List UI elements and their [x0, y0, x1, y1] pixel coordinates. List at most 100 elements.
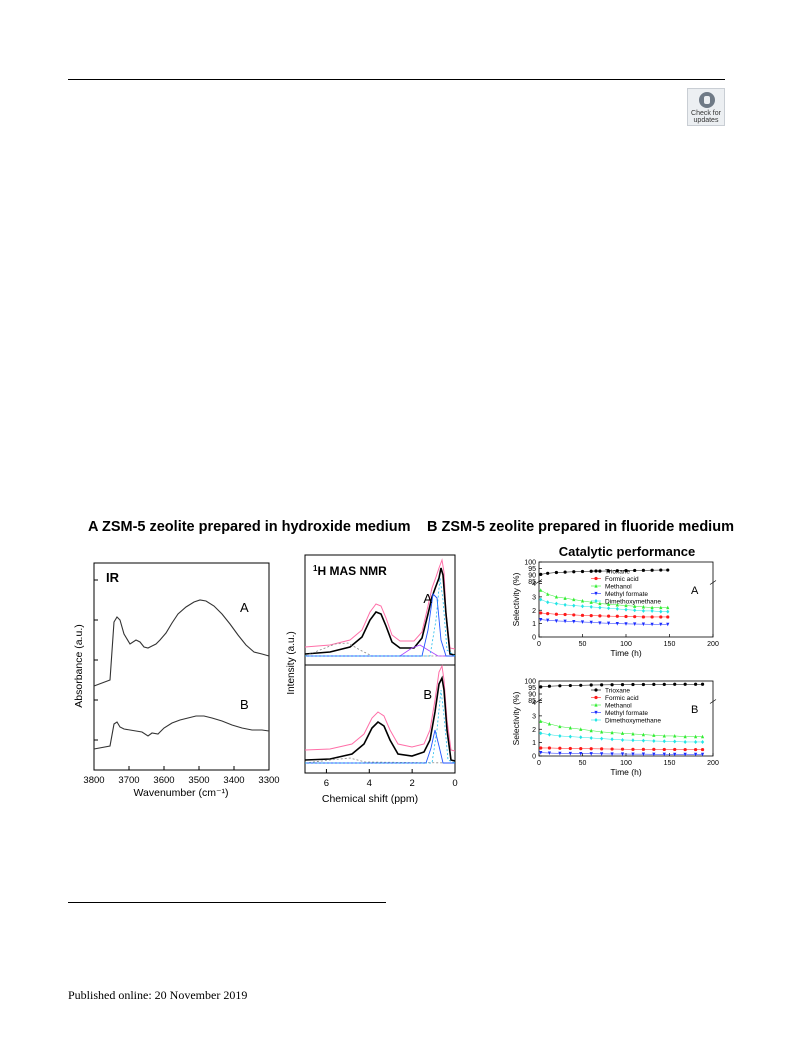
catalytic-point [589, 728, 593, 733]
catalytic-x-axis-label: Time (h) [610, 648, 641, 658]
catalytic-point [694, 739, 698, 744]
catalytic-point [589, 735, 593, 740]
catalytic-point [615, 614, 619, 618]
catalytic-point [607, 606, 611, 611]
catalytic-point [580, 604, 585, 609]
ir-x-tick-label: 3300 [258, 775, 279, 786]
catalytic-point [607, 614, 611, 618]
legend-swatch-marker [594, 710, 598, 715]
catalytic-point [620, 683, 625, 687]
catalytic-point [615, 606, 619, 611]
catalytic-point [589, 752, 593, 756]
catalytic-point [666, 605, 670, 610]
ir-x-tick-label: 3400 [223, 775, 244, 786]
check-for-updates-badge[interactable]: Check for updates [687, 88, 725, 126]
catalytic-point [539, 611, 543, 615]
catalytic-point [659, 615, 663, 619]
catalytic-point [563, 596, 567, 600]
catalytic-point [546, 592, 550, 596]
catalytic-point [607, 602, 611, 606]
catalytic-point [659, 622, 663, 627]
catalytic-series-line [540, 684, 703, 688]
catalytic-point [607, 621, 611, 626]
catalytic-point [568, 683, 572, 688]
catalytic-point [673, 733, 677, 738]
catalytic-point [694, 682, 698, 686]
catalytic-point [580, 569, 585, 574]
catalytic-point [579, 683, 583, 687]
catalytic-point [580, 620, 585, 625]
catalytic-point [641, 682, 646, 687]
legend-entry: Trioxane [605, 568, 630, 575]
catalytic-y-tick-label: 4 [532, 700, 536, 707]
catalytic-y-tick-label: 95 [528, 566, 536, 573]
legend-entry: Methanol [605, 583, 632, 590]
nmr-x-tick-label: 4 [367, 778, 372, 789]
catalytic-point [563, 570, 567, 574]
catalytic-point [580, 613, 585, 617]
legend-swatch-marker [594, 591, 598, 596]
catalytic-point [641, 738, 645, 743]
catalytic-point [554, 619, 558, 623]
legend-swatch-marker [594, 584, 598, 588]
catalytic-point [554, 612, 559, 616]
ir-x-tick-label: 3600 [153, 775, 174, 786]
catalytic-point [598, 621, 602, 625]
catalytic-point [652, 739, 656, 744]
catalytic-point [659, 568, 663, 572]
legend-entry: Dimethoxymethane [605, 717, 661, 724]
ir-x-tick-label: 3800 [83, 775, 104, 786]
ir-panel: IR A B 3800 3700 3600 3500 3400 3300 Wavenumb… [73, 562, 280, 799]
catalytic-point [598, 601, 602, 606]
catalytic-point [539, 618, 543, 622]
nmr-b-label: B [423, 687, 432, 702]
legend-entry: Formic acid [605, 576, 639, 583]
nmr-b-envelope [304, 664, 456, 752]
catalytic-point [600, 736, 604, 741]
catalytic-point [641, 747, 646, 751]
catalytic-x-tick-label: 100 [620, 641, 632, 648]
catalytic-point [700, 752, 705, 757]
catalytic-point [633, 604, 637, 608]
catalytic-x-tick-label: 200 [707, 641, 719, 648]
legend-swatch-marker [594, 718, 598, 722]
ir-curve-b [93, 715, 270, 750]
catalytic-point [641, 568, 646, 572]
catalytic-point [641, 622, 645, 627]
catalytic-point [589, 747, 593, 751]
nmr-ticks: 6 4 2 0 [324, 769, 458, 789]
catalytic-title: Catalytic performance [559, 544, 696, 559]
catalytic-point [558, 724, 562, 729]
catalytic-point [659, 605, 663, 610]
catalytic-point [539, 572, 543, 576]
catalytic-frame-a [538, 561, 714, 638]
catalytic-point [610, 730, 614, 735]
catalytic-point [547, 751, 552, 756]
nmr-frame [304, 554, 456, 774]
catalytic-point [547, 732, 552, 737]
catalytic-point [650, 568, 654, 572]
catalytic-x-tick-label: 200 [707, 760, 719, 767]
catalytic-point [631, 747, 635, 751]
catalytic-point [615, 602, 619, 607]
footnote-rule [68, 902, 386, 903]
catalytic-point [554, 601, 558, 606]
catalytic-point [572, 597, 576, 602]
catalytic-point [554, 570, 559, 575]
catalytic-point [539, 751, 543, 755]
catalytic-point [620, 737, 625, 742]
catalytic-point [641, 732, 645, 737]
catalytic-point [700, 747, 705, 752]
catalytic-point [631, 752, 635, 757]
catalytic-point [539, 719, 543, 723]
legend-entry: Methyl formate [605, 710, 648, 717]
bookmark-icon [699, 92, 715, 108]
catalytic-point [572, 613, 576, 617]
nmr-a-component-2 [305, 644, 455, 657]
catalytic-point [539, 597, 543, 602]
catalytic-panel-label-b: B [691, 704, 698, 716]
catalytic-point [610, 752, 614, 756]
catalytic-point [652, 682, 656, 686]
catalytic-point [683, 734, 687, 739]
